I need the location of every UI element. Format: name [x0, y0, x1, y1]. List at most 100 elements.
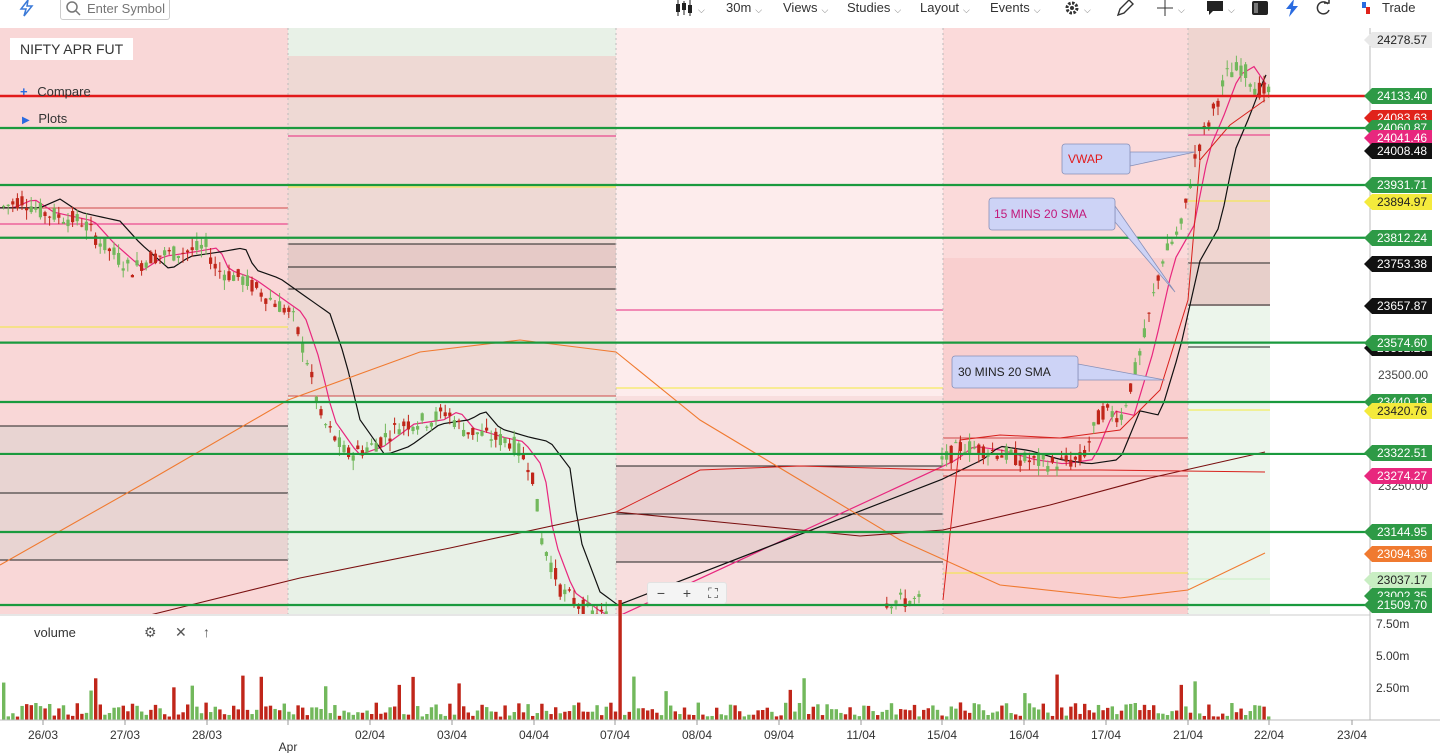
interval-selector[interactable]: 30m ⌵ [726, 0, 762, 22]
trade-button[interactable]: Trade [1360, 0, 1415, 22]
volume-bar [264, 706, 268, 720]
volume-bar [190, 685, 194, 720]
volume-bar [305, 715, 309, 720]
candle-body [554, 568, 558, 580]
volume-bar [1115, 714, 1119, 720]
candle-body [121, 268, 125, 271]
crosshair-button[interactable]: ⌵ [1156, 0, 1185, 22]
arrow-up-icon[interactable]: ↑ [203, 624, 210, 640]
refresh-button[interactable] [1314, 0, 1332, 22]
volume-background [0, 614, 1370, 720]
symbol-label: NIFTY APR FUT [10, 38, 134, 60]
volume-bar [186, 704, 190, 720]
symbol-search-box[interactable] [60, 0, 170, 20]
candle-body [489, 439, 493, 441]
fit-screen-button[interactable]: ⛶ [708, 585, 718, 601]
volume-bar [2, 682, 6, 720]
chevron-down-icon: ⌵ [698, 4, 705, 15]
volume-bar [1032, 707, 1036, 720]
volume-bar [816, 704, 820, 720]
candle-body [103, 237, 107, 251]
panel-toggle-button[interactable] [1251, 0, 1269, 22]
volume-bar [972, 703, 976, 720]
volume-bar [1207, 704, 1211, 720]
price-tag [1364, 177, 1432, 193]
settings-button[interactable]: ⌵ [1064, 0, 1091, 22]
x-tick-label: 26/03 [28, 728, 58, 742]
volume-bar [1083, 703, 1087, 720]
chart-style-button[interactable]: ⌵ [674, 0, 705, 22]
volume-bar [678, 714, 682, 720]
candle-body [466, 432, 470, 435]
candle-body [475, 432, 479, 435]
studies-menu[interactable]: Studies ⌵ [847, 0, 901, 22]
zoom-out-button[interactable]: − [656, 585, 666, 601]
comment-button[interactable]: ⌵ [1206, 0, 1235, 22]
volume-bar [563, 711, 567, 720]
layout-menu[interactable]: Layout ⌵ [920, 0, 970, 22]
volume-bar [43, 708, 47, 720]
volume-bar [549, 714, 553, 720]
candle-body [1165, 243, 1169, 251]
volume-bar [411, 676, 415, 720]
volume-bar [199, 713, 204, 720]
volume-bar [632, 676, 636, 720]
plots-label: Plots [38, 111, 68, 126]
zoom-controls: − + ⛶ [647, 582, 727, 604]
candle-body [462, 429, 466, 437]
candle-body [347, 447, 351, 458]
volume-bar [903, 709, 907, 720]
candle-body [889, 606, 893, 609]
candle-body [1262, 82, 1266, 94]
volume-bar [577, 702, 581, 720]
callout-box [988, 197, 1116, 231]
price-chart[interactable]: VWAP 15 MINS 20 SMA 30 MINS 20 SMA 7.50m 5.… [0, 28, 1440, 753]
volume-bar [462, 706, 466, 720]
candle-body [977, 444, 981, 455]
lightning-logo-icon[interactable] [18, 0, 36, 22]
candle-body [1156, 275, 1160, 281]
price-tag-label: 23144.95 [1377, 525, 1427, 539]
volume-bar [356, 712, 360, 720]
volume-bar [475, 710, 480, 720]
price-tag-label: 24133.40 [1377, 89, 1427, 103]
price-tag [1364, 335, 1432, 351]
pencil-icon [1116, 0, 1134, 17]
candle-body [268, 297, 272, 300]
candle-body [439, 407, 443, 412]
volume-bar [862, 705, 866, 720]
volume-bar [834, 709, 838, 720]
views-label: Views [783, 0, 818, 15]
candle-body [590, 610, 594, 614]
candle-body [549, 562, 553, 573]
volume-bar [402, 714, 406, 720]
close-icon[interactable]: ✕ [175, 624, 187, 640]
candle-body [1032, 456, 1036, 458]
candle-body [1230, 72, 1234, 78]
events-menu[interactable]: Events ⌵ [990, 0, 1041, 22]
candle-body [512, 436, 516, 454]
volume-bar [259, 676, 263, 720]
volume-bar [848, 707, 852, 720]
volume-bar [604, 706, 608, 720]
draw-tool-button[interactable] [1116, 0, 1134, 22]
volume-bar [1184, 706, 1188, 720]
volume-bar [222, 714, 227, 720]
candle-body [1147, 312, 1151, 314]
x-tick-label: 11/04 [846, 728, 875, 742]
symbol-search-input[interactable] [85, 0, 169, 17]
realtime-button[interactable] [1284, 0, 1300, 22]
plots-button[interactable]: ▶ Plots [22, 111, 67, 126]
views-menu[interactable]: Views ⌵ [783, 0, 828, 22]
candle-body [434, 411, 438, 421]
candle-body [416, 426, 420, 430]
candle-body [485, 427, 489, 431]
gear-icon[interactable]: ⚙ [144, 624, 157, 640]
x-tick-label: 03/04 [437, 728, 467, 742]
zoom-in-button[interactable]: + [682, 585, 692, 601]
volume-bar [609, 702, 613, 720]
candle-body [190, 247, 194, 251]
compare-button[interactable]: + Compare [20, 84, 91, 99]
volume-bar [443, 715, 447, 720]
session-band [1188, 264, 1270, 306]
